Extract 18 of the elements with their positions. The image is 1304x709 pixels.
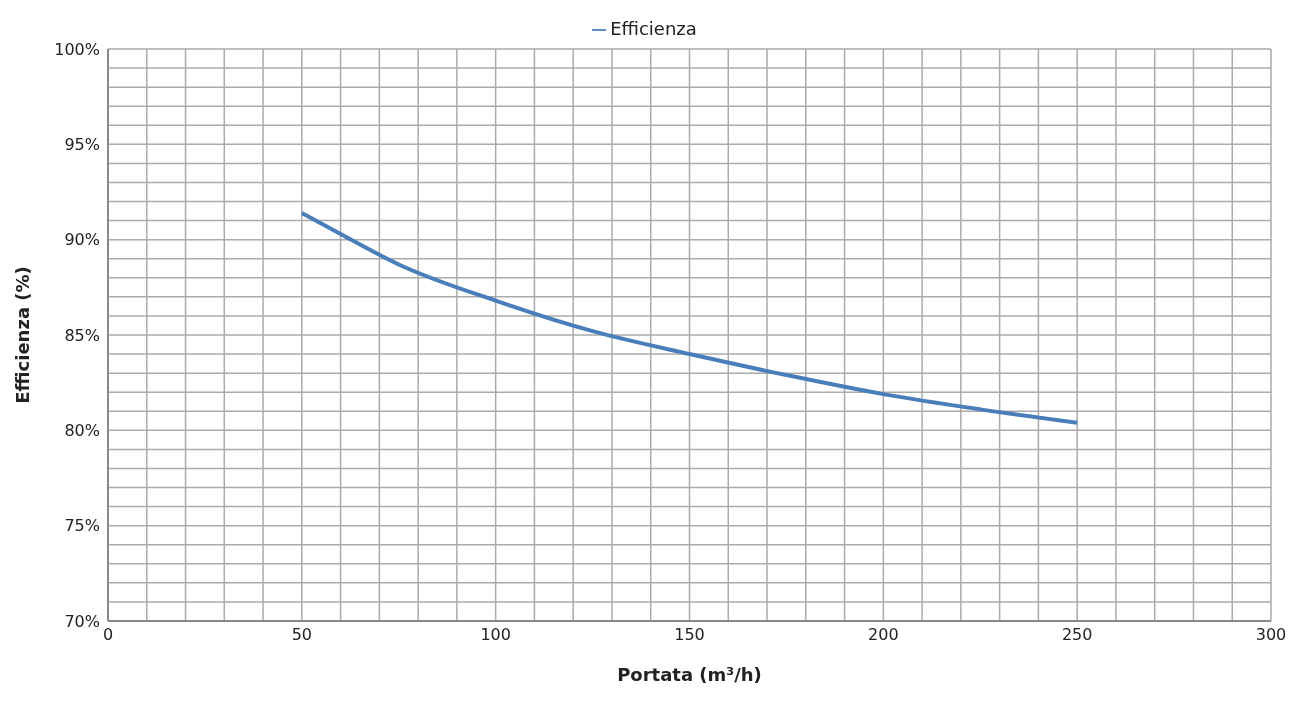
legend-label: Efficienza	[610, 18, 697, 39]
y-tick-label: 75%	[64, 516, 100, 536]
y-axis-title: Efficienza (%)	[12, 266, 34, 404]
y-tick-label: 80%	[64, 421, 100, 441]
x-tick-label: 150	[674, 625, 705, 645]
x-tick-label: 50	[291, 625, 313, 645]
x-tick-label: 200	[868, 625, 899, 645]
y-tick-label: 70%	[64, 611, 100, 631]
y-tick-label: 90%	[64, 230, 100, 250]
y-tick-label: 85%	[64, 325, 100, 345]
x-tick-label: 300	[1255, 625, 1287, 645]
x-tick-label: 0	[102, 625, 114, 645]
line-series	[299, 210, 1080, 425]
y-tick-label: 95%	[64, 135, 100, 155]
x-tick-label: 250	[1061, 625, 1093, 645]
x-tick-label: 100	[480, 625, 511, 645]
x-axis-title: Portata (m³/h)	[617, 664, 762, 685]
y-tick-label: 100%	[54, 39, 100, 59]
